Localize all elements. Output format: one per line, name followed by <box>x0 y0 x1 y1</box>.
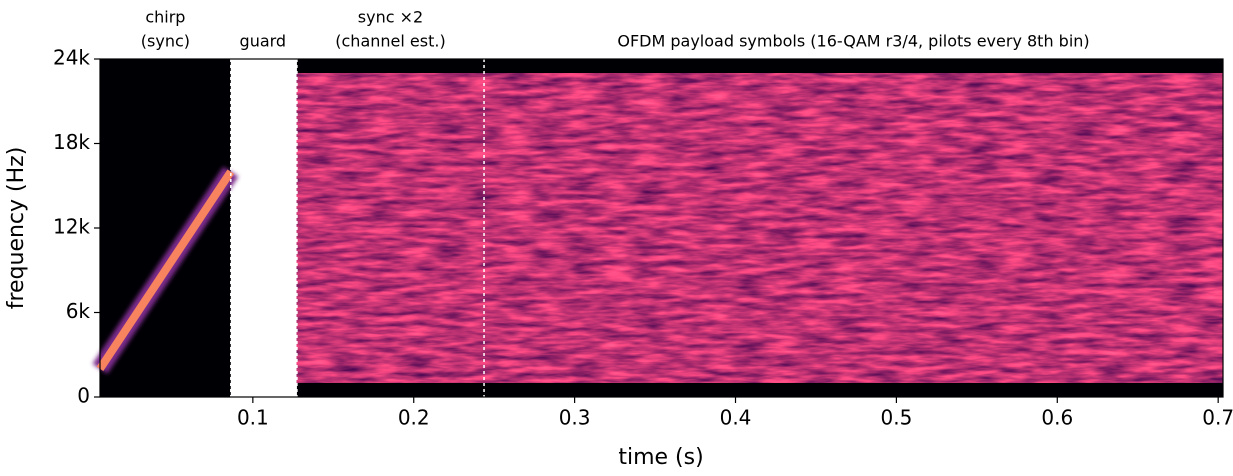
x-tick-label: 0.7 <box>1202 406 1233 430</box>
x-tick-label: 0.1 <box>237 406 269 430</box>
segment-label: guard <box>240 32 287 51</box>
segment-label: (channel est.) <box>335 32 445 51</box>
chirp <box>96 169 235 372</box>
y-tick-label: 6k <box>66 299 91 323</box>
x-axis-label: time (s) <box>618 445 703 470</box>
x-tick-label: 0.3 <box>559 406 591 430</box>
y-tick-label: 18k <box>53 130 90 154</box>
segment-label: sync ×2 <box>358 8 423 27</box>
x-tick-label: 0.6 <box>1041 406 1073 430</box>
y-tick-label: 0 <box>77 384 90 408</box>
signal-band <box>484 73 1223 383</box>
x-tick-label: 0.2 <box>398 406 430 430</box>
x-tick-label: 0.5 <box>880 406 912 430</box>
y-axis-label: frequency (Hz) <box>4 147 29 310</box>
segment-label: OFDM payload symbols (16-QAM r3/4, pilot… <box>617 32 1089 51</box>
segment <box>234 59 291 397</box>
y-tick-label: 24k <box>53 46 90 70</box>
signal-band <box>296 73 485 383</box>
segment-label: (sync) <box>141 32 190 51</box>
segment-label: chirp <box>145 8 185 27</box>
y-tick-label: 12k <box>53 215 90 239</box>
x-tick-label: 0.4 <box>720 406 752 430</box>
